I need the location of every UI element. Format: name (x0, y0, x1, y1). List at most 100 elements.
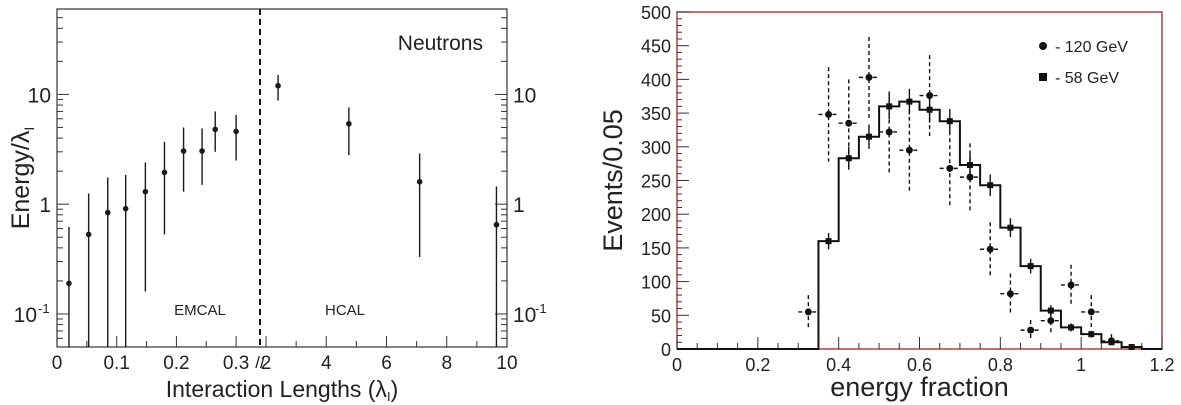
data-point-58-gev (906, 98, 913, 105)
data-point-120-gev (1027, 326, 1035, 334)
data-point-58-gev (1128, 343, 1135, 350)
y-axis-label: Energy/λI (7, 127, 37, 230)
x-tick-label: 0 (52, 353, 63, 374)
data-point-58-gev (1088, 331, 1095, 338)
x-tick-label: 0.4 (826, 355, 851, 375)
data-point (104, 209, 111, 216)
data-point-58-gev (825, 238, 832, 245)
axis-break-mark: // (255, 353, 265, 372)
y-tick-exponent-right: -1 (535, 301, 547, 316)
x-tick-label: 0.1 (103, 353, 129, 374)
data-point-58-gev (967, 161, 974, 168)
x-axis-label-subscript: I (387, 389, 391, 404)
data-point-58-gev (1007, 224, 1014, 231)
data-point-58-gev (1108, 339, 1115, 346)
y-tick-label-right: 10 (513, 84, 536, 107)
data-point (416, 178, 423, 185)
x-tick-label: 1.2 (1149, 355, 1174, 375)
data-point-120-gev (845, 119, 853, 127)
data-point-120-gev (865, 73, 873, 81)
y-tick-label: 200 (641, 205, 671, 225)
x-tick-label: 1 (1076, 355, 1086, 375)
y-axis-label: Events/0.05 (598, 109, 628, 252)
y-tick-label-left: 10 (28, 84, 51, 107)
y-tick-label: 500 (641, 3, 671, 23)
data-point-58-gev (886, 103, 893, 110)
y-tick-label: 50 (651, 306, 671, 326)
legend-marker-58-gev (1039, 73, 1047, 81)
data-point (233, 128, 239, 135)
legend-marker-120-gev (1039, 42, 1047, 50)
data-point (199, 148, 205, 154)
data-point-58-gev (1068, 324, 1075, 331)
data-point (142, 188, 149, 195)
data-point-58-gev (926, 106, 933, 113)
data-point-58-gev (1047, 307, 1054, 314)
y-axis-label-subscript: I (21, 127, 37, 131)
y-tick-label: 0 (661, 340, 671, 360)
data-point-120-gev (966, 173, 974, 181)
x-tick-label: 10 (496, 353, 517, 374)
x-tick-label: 0.6 (907, 355, 932, 375)
data-point-120-gev (1067, 281, 1075, 289)
data-point-120-gev (946, 164, 954, 172)
y-tick-label: 100 (641, 273, 671, 293)
data-point (66, 280, 72, 287)
data-point-58-gev (946, 118, 953, 125)
data-point (122, 205, 129, 212)
x-axis-label-main: Interaction Lengths (λ (166, 376, 388, 402)
data-point-58-gev (845, 155, 852, 162)
histogram-58-gev (677, 100, 1162, 350)
data-point (212, 126, 219, 133)
region-label-emcal: EMCAL (174, 302, 226, 319)
data-point-58-gev (865, 133, 872, 140)
y-tick-label-left: 1 (39, 194, 51, 217)
x-tick-label: 0.3 (223, 353, 249, 374)
x-tick-label: 0.2 (163, 353, 189, 374)
y-tick-label: 400 (641, 70, 671, 90)
x-tick-label: 2 (261, 353, 272, 374)
data-point (180, 148, 187, 154)
annotation-neutrons: Neutrons (398, 32, 483, 55)
data-point-120-gev (885, 128, 893, 136)
data-point (493, 221, 500, 228)
data-point-120-gev (1006, 290, 1014, 298)
y-tick-label: 350 (641, 104, 671, 124)
data-point-120-gev (1087, 308, 1095, 316)
data-point-58-gev (987, 182, 994, 189)
data-point-120-gev (905, 146, 913, 154)
data-point (346, 120, 352, 127)
y-tick-label-left: 10 (14, 304, 37, 327)
x-axis-label: Interaction Lengths (λI) (166, 376, 398, 404)
data-point-120-gev (1047, 317, 1055, 325)
y-tick-exponent-left: -1 (38, 301, 50, 316)
y-tick-label-right: 1 (513, 194, 525, 217)
data-point-120-gev (804, 308, 812, 316)
data-point (275, 82, 281, 89)
y-axis-label-main: Energy/λ (7, 130, 35, 229)
plot-frame (56, 8, 508, 348)
x-axis-label-close: ) (391, 376, 399, 402)
legend-label-58-gev: - 58 GeV (1055, 70, 1119, 87)
x-tick-label: 8 (441, 353, 452, 374)
y-tick-label: 450 (641, 37, 671, 57)
x-tick-label: 0.8 (988, 355, 1013, 375)
x-axis-label: energy fraction (830, 372, 1009, 402)
plot-frame (676, 11, 1163, 350)
data-point-120-gev (825, 110, 833, 118)
x-tick-label: 6 (381, 353, 392, 374)
data-point (85, 231, 92, 238)
data-point-120-gev (926, 92, 934, 100)
data-point-120-gev (986, 245, 994, 253)
y-tick-label: 250 (641, 172, 671, 192)
x-tick-label: 0.2 (745, 355, 770, 375)
region-label-hcal: HCAL (325, 302, 365, 319)
y-tick-label-right: 10 (513, 304, 536, 327)
x-tick-label: 4 (321, 353, 332, 374)
legend-label-120-gev: - 120 GeV (1055, 39, 1128, 56)
y-tick-label: 300 (641, 138, 671, 158)
y-tick-label: 150 (641, 239, 671, 259)
